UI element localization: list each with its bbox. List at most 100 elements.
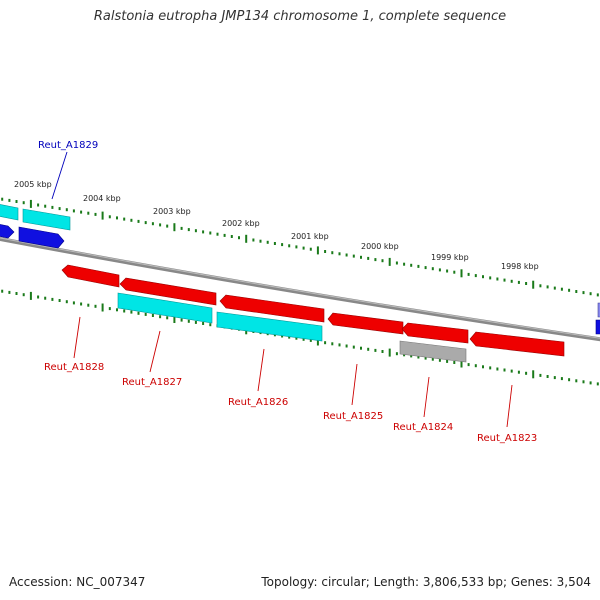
lower-row-tick <box>123 309 126 313</box>
upper-row-tick <box>395 261 398 265</box>
lower-row-tick <box>202 322 205 325</box>
upper-row-tick <box>58 207 61 211</box>
gene-arrow-partial-blue[interactable] <box>0 224 15 239</box>
lower-row-tick <box>568 378 571 382</box>
kbp-label-2004: 2004 kbp <box>83 194 121 203</box>
lower-row-tick <box>51 297 54 301</box>
lower-row-tick <box>367 347 370 351</box>
lower-row-tick <box>374 348 377 352</box>
lower-row-tick <box>187 319 190 323</box>
lower-row-tick <box>345 344 348 348</box>
upper-row-tick <box>44 204 47 208</box>
gene-arrow-reut-a1823[interactable] <box>469 331 565 357</box>
upper-row-tick <box>29 199 32 208</box>
map-title: Ralstonia eutropha JMP134 chromosome 1, … <box>93 9 507 24</box>
upper-row-tick <box>101 211 104 220</box>
upper-row-tick <box>367 256 370 260</box>
lower-row-tick <box>144 312 147 316</box>
gene-label-reut-a1823[interactable]: Reut_A1823 <box>477 433 537 444</box>
lower-row-tick <box>482 365 484 369</box>
gene-arrow-reut-a1829[interactable] <box>18 226 65 249</box>
gene-label-reut-a1827[interactable]: Reut_A1827 <box>122 377 182 388</box>
upper-row-tick <box>446 269 449 273</box>
upper-row-tick <box>130 218 133 222</box>
upper-tick-row <box>1 197 599 297</box>
gene-label-reut-a1828[interactable]: Reut_A1828 <box>44 362 104 373</box>
lower-row-tick <box>22 293 25 297</box>
upper-row-tick <box>295 245 298 249</box>
leader-line-reut-a1829 <box>51 151 68 200</box>
gene-label-reut-a1826[interactable]: Reut_A1826 <box>228 397 288 408</box>
upper-row-tick <box>273 242 276 245</box>
gene-arrow-partial-cyan[interactable] <box>0 204 19 221</box>
gene-arrow-reut-a1824-red[interactable] <box>401 322 469 344</box>
upper-row-tick <box>159 223 162 227</box>
upper-row-tick <box>116 216 118 220</box>
upper-row-tick <box>417 264 420 268</box>
upper-row-tick <box>87 211 90 215</box>
lower-row-tick <box>381 350 384 353</box>
lower-row-tick <box>302 337 305 341</box>
lower-row-tick <box>94 304 97 308</box>
upper-row-tick <box>166 224 169 228</box>
lower-row-tick <box>65 300 68 304</box>
upper-row-tick <box>431 267 434 271</box>
upper-row-tick <box>259 239 262 243</box>
lower-row-tick <box>453 361 456 364</box>
lower-row-tick <box>467 363 470 367</box>
upper-row-tick <box>151 222 154 226</box>
lower-row-tick <box>560 377 563 381</box>
lower-row-tick <box>460 359 463 368</box>
gene-arrow-reut-a1828[interactable] <box>61 264 120 288</box>
lower-row-tick <box>295 336 298 340</box>
lower-row-tick <box>496 367 499 371</box>
lower-row-tick <box>596 382 599 386</box>
lower-row-tick <box>431 357 434 361</box>
upper-row-tick <box>345 253 348 257</box>
lower-tick-row <box>1 289 599 386</box>
gene-arrow-reut-a1826[interactable] <box>216 311 323 342</box>
lower-row-tick <box>553 376 556 380</box>
upper-row-tick <box>352 254 355 258</box>
upper-row-tick <box>532 280 535 289</box>
gene-arrow-reut-a1824[interactable] <box>399 340 467 363</box>
kbp-label-1999: 1999 kbp <box>431 253 469 262</box>
upper-row-tick <box>94 212 97 216</box>
upper-row-tick <box>137 219 140 223</box>
gene-arrow-partial-right-2[interactable] <box>595 319 600 335</box>
lower-row-tick <box>331 342 334 346</box>
upper-row-tick <box>381 259 384 263</box>
upper-row-tick <box>525 282 528 285</box>
leader-line-reut-a1826 <box>257 348 265 392</box>
gene-label-reut-a1824[interactable]: Reut_A1824 <box>393 422 453 433</box>
upper-row-tick <box>338 252 341 256</box>
gene-arrow-cyan-upper[interactable] <box>22 208 71 231</box>
upper-row-tick <box>245 234 248 243</box>
upper-row-tick <box>460 269 463 278</box>
gene-label-reut-a1829[interactable]: Reut_A1829 <box>38 140 98 151</box>
lower-row-tick <box>388 348 391 357</box>
lower-row-tick <box>352 345 355 349</box>
lower-row-tick <box>137 311 140 315</box>
upper-row-tick <box>209 231 212 235</box>
upper-row-tick <box>360 255 362 259</box>
upper-row-tick <box>489 276 492 280</box>
gene-arrow-reut-a1827-red[interactable] <box>119 277 217 306</box>
upper-row-tick <box>123 217 126 221</box>
upper-row-tick <box>546 285 549 289</box>
kbp-label-2002: 2002 kbp <box>222 219 260 228</box>
gene-label-reut-a1825[interactable]: Reut_A1825 <box>323 411 383 422</box>
lower-row-tick <box>395 352 398 356</box>
upper-row-tick <box>65 208 68 212</box>
lower-row-tick <box>309 338 312 342</box>
gene-arrow-reut-a1826-red[interactable] <box>219 294 325 323</box>
lower-row-tick <box>410 354 413 358</box>
lower-row-tick <box>360 346 362 350</box>
upper-row-tick <box>575 290 578 293</box>
upper-row-tick <box>316 246 319 255</box>
upper-row-tick <box>539 284 542 288</box>
upper-row-tick <box>553 286 556 290</box>
upper-row-tick <box>324 250 327 253</box>
gene-arrow-reut-a1827[interactable] <box>117 292 213 324</box>
gene-arrow-reut-a1825[interactable] <box>327 312 404 335</box>
